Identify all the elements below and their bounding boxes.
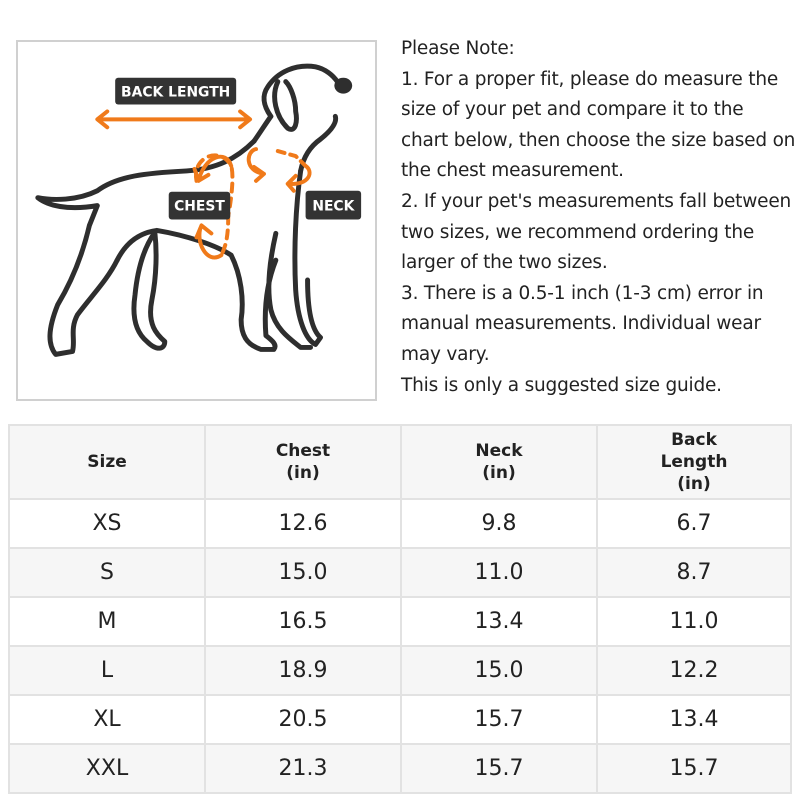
- size-chart-table: Size Chest (in) Neck (in) Back Length (in) X…: [8, 424, 792, 794]
- notes-title: Please Note:: [401, 38, 515, 59]
- cell-neck: 13.4: [400, 596, 598, 647]
- table-row: XS 12.6 9.8 6.7: [8, 498, 792, 549]
- notes-footer: This is only a suggested size guide.: [401, 374, 722, 396]
- neck-label: NECK: [305, 190, 362, 220]
- note-item: 2. If your pet's measurements fall betwe…: [401, 190, 792, 274]
- cell-size: L: [8, 645, 206, 696]
- cell-chest: 15.0: [204, 547, 402, 598]
- size-notes: Please Note: 1. For a proper fit, please…: [401, 34, 796, 401]
- cell-size: XL: [8, 694, 206, 745]
- cell-back-length: 12.2: [596, 645, 792, 696]
- cell-chest: 16.5: [204, 596, 402, 647]
- cell-back-length: 11.0: [596, 596, 792, 647]
- cell-back-length: 15.7: [596, 743, 792, 794]
- header-chest: Chest (in): [204, 424, 402, 500]
- cell-back-length: 8.7: [596, 547, 792, 598]
- header-size: Size: [8, 424, 206, 500]
- cell-size: M: [8, 596, 206, 647]
- note-item: 1. For a proper fit, please do measure t…: [401, 68, 796, 182]
- header-neck: Neck (in): [400, 424, 598, 500]
- cell-neck: 15.7: [400, 694, 598, 745]
- cell-size: S: [8, 547, 206, 598]
- cell-size: XS: [8, 498, 206, 549]
- note-item: 3. There is a 0.5-1 inch (1-3 cm) error …: [401, 282, 764, 365]
- table-row: S 15.0 11.0 8.7: [8, 547, 792, 598]
- cell-neck: 11.0: [400, 547, 598, 598]
- table-row: L 18.9 15.0 12.2: [8, 645, 792, 696]
- dog-outline-icon: BACK LENGTH CHEST NECK: [35, 63, 362, 357]
- cell-back-length: 6.7: [596, 498, 792, 549]
- cell-chest: 18.9: [204, 645, 402, 696]
- svg-text:BACK LENGTH: BACK LENGTH: [121, 85, 230, 101]
- cell-chest: 20.5: [204, 694, 402, 745]
- table-row: XXL 21.3 15.7 15.7: [8, 743, 792, 794]
- header-back-length: Back Length (in): [596, 424, 792, 500]
- svg-text:CHEST: CHEST: [174, 199, 225, 215]
- cell-neck: 15.0: [400, 645, 598, 696]
- table-row: M 16.5 13.4 11.0: [8, 596, 792, 647]
- cell-chest: 21.3: [204, 743, 402, 794]
- back-length-label: BACK LENGTH: [115, 77, 237, 105]
- cell-chest: 12.6: [204, 498, 402, 549]
- table-header-row: Size Chest (in) Neck (in) Back Length (in): [8, 424, 792, 500]
- cell-neck: 15.7: [400, 743, 598, 794]
- table-row: XL 20.5 15.7 13.4: [8, 694, 792, 745]
- cell-size: XXL: [8, 743, 206, 794]
- chest-label: CHEST: [168, 191, 231, 220]
- svg-text:NECK: NECK: [312, 199, 355, 215]
- cell-neck: 9.8: [400, 498, 598, 549]
- dog-measurement-illustration: BACK LENGTH CHEST NECK: [16, 40, 377, 401]
- cell-back-length: 13.4: [596, 694, 792, 745]
